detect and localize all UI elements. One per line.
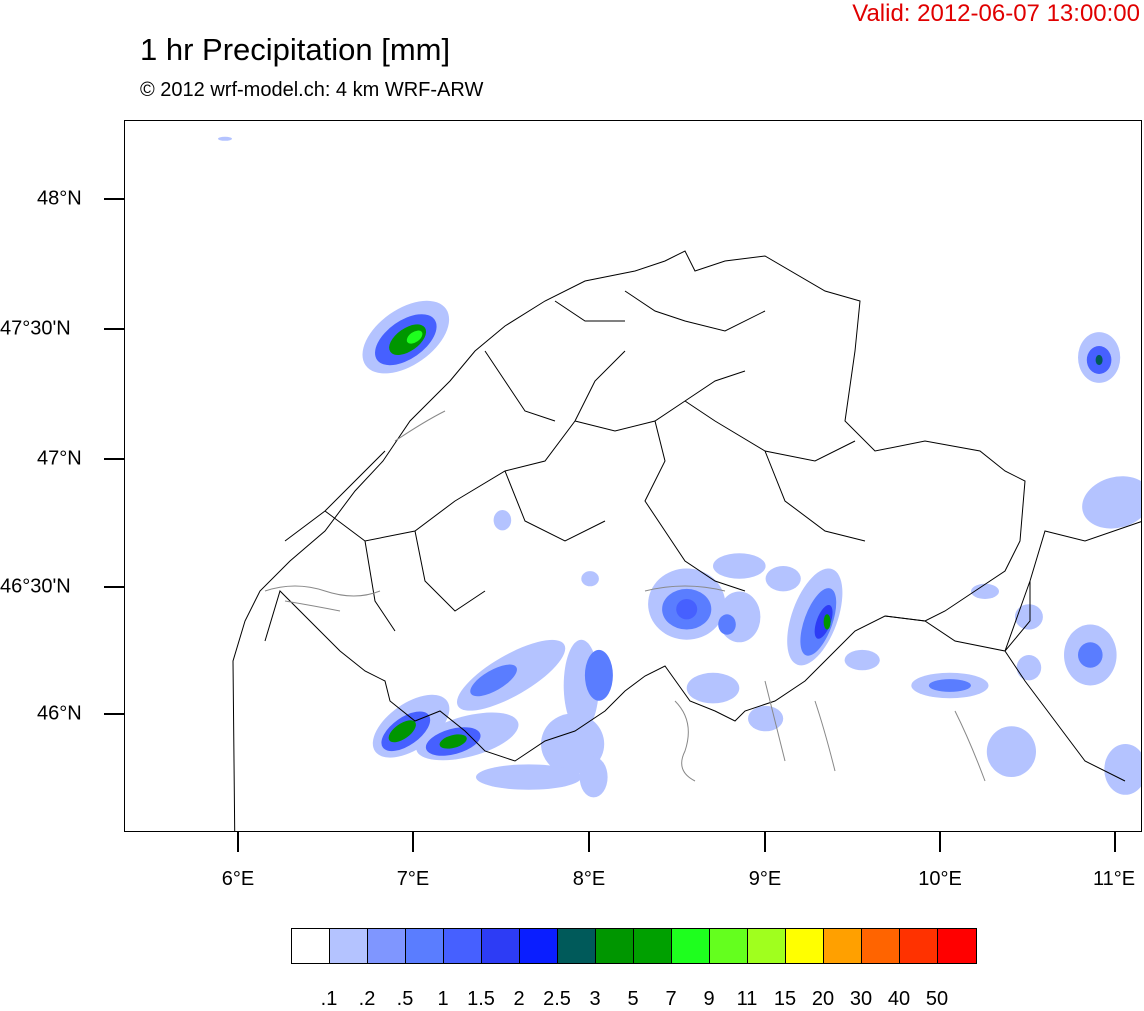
lon-label: 6°E	[221, 868, 255, 890]
legend-label: 7	[665, 988, 677, 1010]
color-legend	[291, 928, 977, 964]
legend-label: 15	[773, 988, 797, 1010]
legend-label: .5	[396, 988, 414, 1010]
legend-label: 2.5	[543, 988, 571, 1010]
legend-label: 30	[849, 988, 873, 1010]
precip-cell	[579, 756, 608, 798]
lon-tick	[412, 832, 414, 852]
precip-cell	[470, 664, 517, 697]
legend-swatch	[672, 929, 710, 963]
map-subtitle: © 2012 wrf-model.ch: 4 km WRF-ARW	[140, 79, 484, 101]
precip-cell	[713, 553, 766, 579]
legend-swatch	[938, 929, 976, 963]
legend-swatch	[824, 929, 862, 963]
legend-label: 11	[736, 988, 758, 1010]
lon-tick	[237, 832, 239, 852]
precip-cell	[1078, 642, 1103, 668]
lon-label: 9°E	[748, 868, 782, 890]
legend-swatch	[330, 929, 368, 963]
map-title: 1 hr Precipitation [mm]	[140, 32, 451, 67]
legend-label: 1	[437, 988, 449, 1010]
legend-label: .2	[358, 988, 376, 1010]
precipitation-layer	[218, 136, 1141, 798]
lat-tick	[104, 586, 124, 588]
lon-label: 11°E	[1092, 868, 1136, 890]
lat-tick	[104, 458, 124, 460]
borders-layer	[232, 250, 1141, 831]
legend-swatch	[748, 929, 786, 963]
legend-label: 2	[513, 988, 525, 1010]
legend-swatch	[710, 929, 748, 963]
legend-label: .1	[320, 988, 338, 1010]
legend-label: 20	[811, 988, 835, 1010]
swiss-national-border	[232, 250, 1026, 831]
lat-tick	[104, 713, 124, 715]
legend-label: 50	[925, 988, 949, 1010]
precip-cell	[1014, 604, 1043, 630]
legend-label: 3	[589, 988, 601, 1010]
legend-swatch	[596, 929, 634, 963]
precip-cell	[1016, 655, 1042, 681]
precip-cell	[686, 672, 740, 704]
legend-swatch	[862, 929, 900, 963]
legend-swatch	[786, 929, 824, 963]
legend-swatch	[444, 929, 482, 963]
precip-cell	[584, 649, 613, 701]
lat-label: 48°N	[37, 187, 82, 210]
precip-cell	[1095, 354, 1103, 366]
precip-cell	[765, 566, 801, 592]
lake-shoreline	[264, 410, 986, 782]
canton-boundaries	[284, 290, 866, 632]
precip-cell	[581, 571, 599, 587]
legend-label: 1.5	[467, 988, 495, 1010]
lat-label: 47°N	[37, 447, 82, 470]
legend-label: 9	[703, 988, 715, 1010]
lat-tick	[104, 198, 124, 200]
map-canvas	[218, 136, 1141, 831]
precip-cell	[748, 705, 784, 732]
precip-cell	[493, 510, 512, 531]
precip-cell	[1104, 744, 1141, 795]
precip-cell	[476, 764, 582, 790]
legend-swatch	[406, 929, 444, 963]
lon-tick	[588, 832, 590, 852]
lat-tick	[104, 328, 124, 330]
precip-cell	[986, 726, 1036, 777]
precip-cell	[388, 720, 416, 743]
precip-cell	[218, 136, 232, 141]
legend-label: 5	[627, 988, 639, 1010]
map-plot-area	[124, 120, 1142, 832]
precip-cell	[439, 734, 467, 749]
legend-swatch	[634, 929, 672, 963]
legend-swatch	[368, 929, 406, 963]
lon-label: 8°E	[572, 868, 606, 890]
precip-cell	[718, 614, 736, 635]
precip-cell	[676, 599, 698, 620]
legend-swatch	[900, 929, 938, 963]
legend-label: 40	[887, 988, 911, 1010]
precip-cell	[1082, 476, 1141, 529]
legend-swatch	[558, 929, 596, 963]
precip-cell	[971, 583, 999, 599]
precip-cell	[928, 679, 972, 692]
italy-austria-border	[884, 521, 1141, 782]
precip-cell	[823, 614, 831, 630]
legend-swatch	[482, 929, 520, 963]
lon-label: 10°E	[918, 868, 962, 890]
lat-label: 47°30'N	[0, 317, 71, 340]
lon-tick	[764, 832, 766, 852]
legend-swatch	[292, 929, 330, 963]
precip-cell	[406, 330, 423, 344]
lat-label: 46°30'N	[0, 575, 71, 598]
precip-cell	[844, 649, 880, 671]
valid-time: Valid: 2012-06-07 13:00:00	[852, 0, 1140, 27]
lon-tick	[1114, 832, 1116, 852]
lon-label: 7°E	[396, 868, 430, 890]
legend-swatch	[520, 929, 558, 963]
lat-label: 46°N	[37, 702, 82, 725]
lon-tick	[939, 832, 941, 852]
